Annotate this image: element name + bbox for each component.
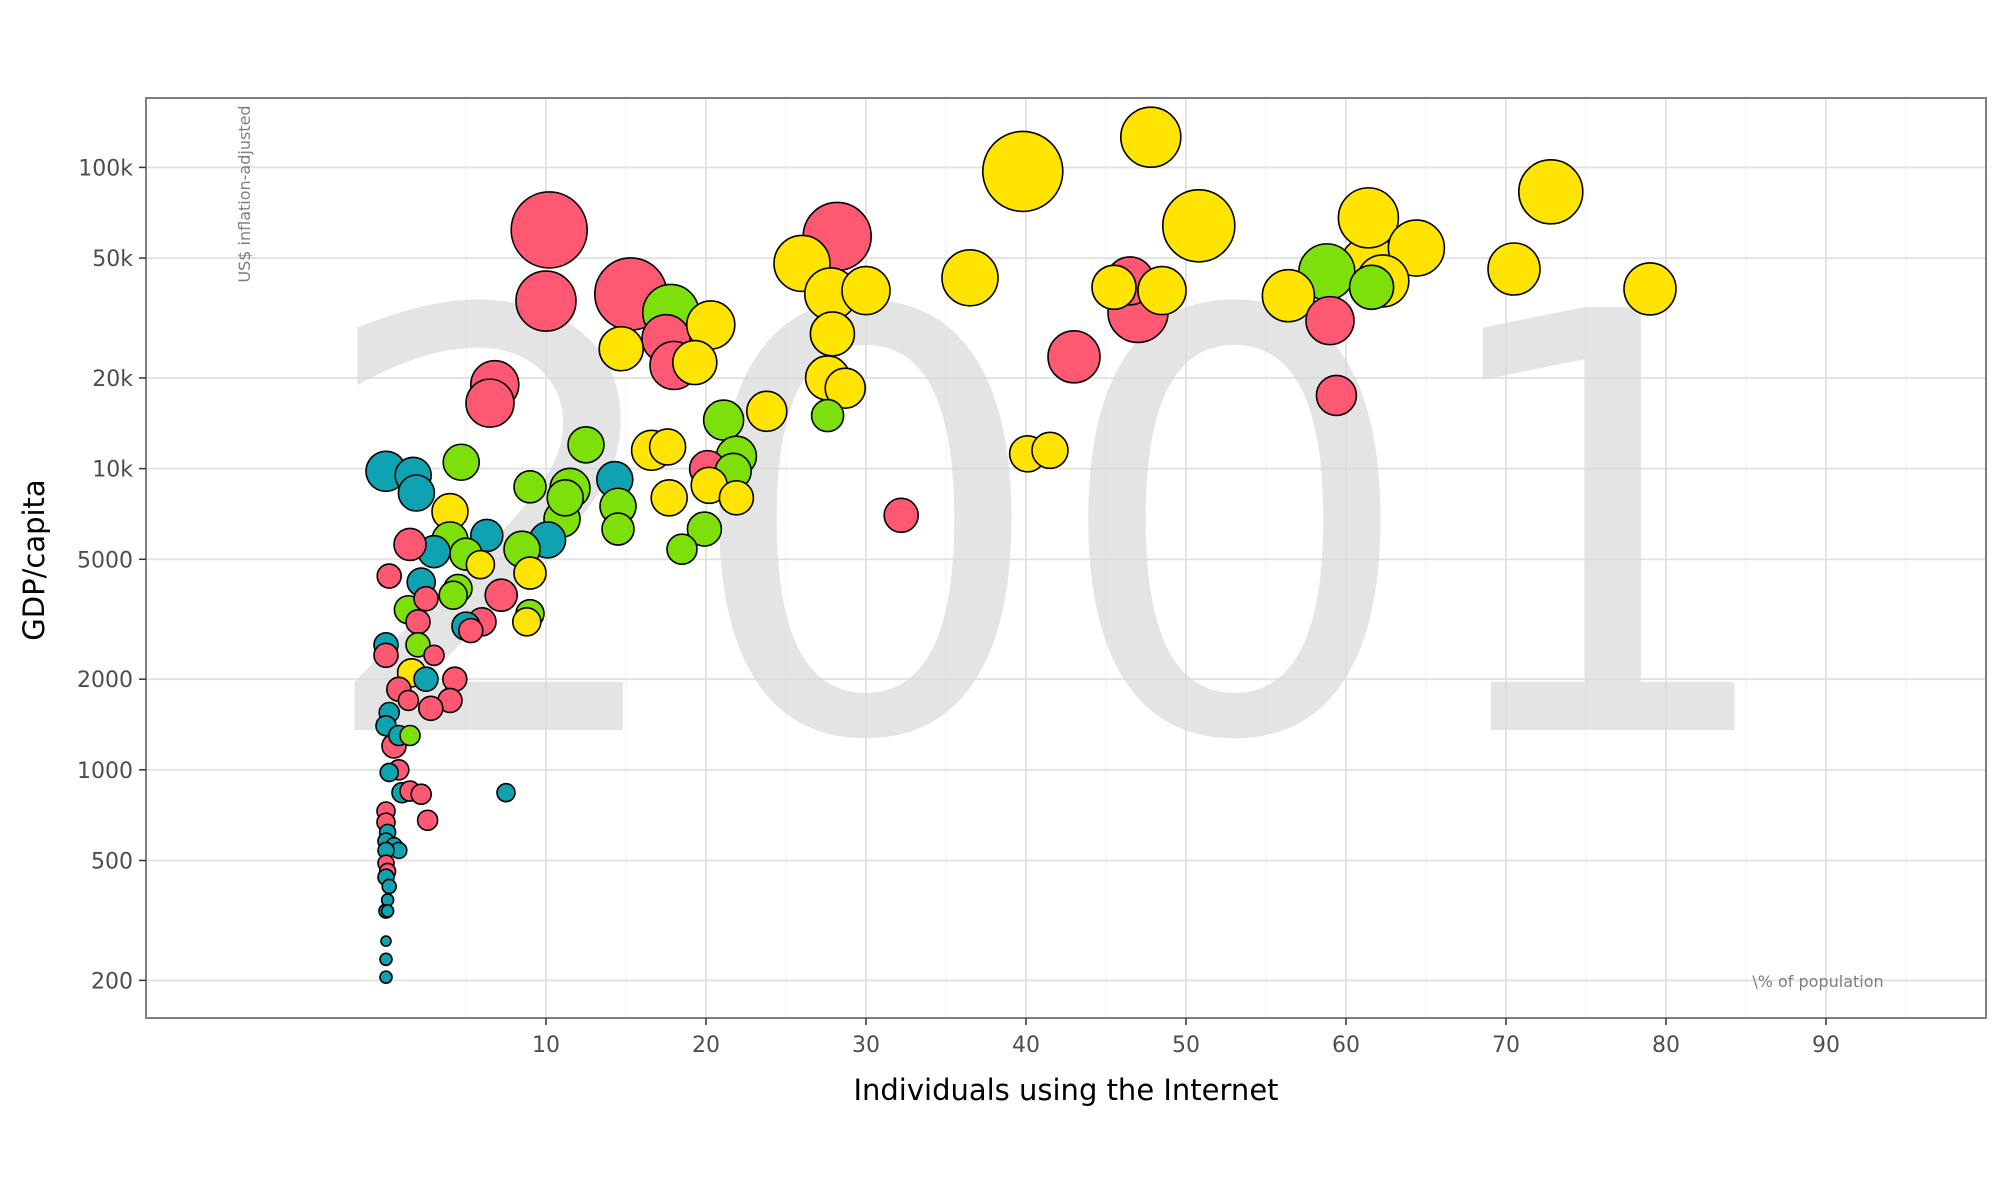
bubble-point <box>567 425 605 464</box>
x-tick-label: 80 <box>1652 1033 1680 1058</box>
bubble-point <box>841 265 891 316</box>
bubble-point <box>1305 295 1355 346</box>
bubble-point <box>546 479 585 517</box>
bubble-point <box>515 270 577 332</box>
bubble-point <box>510 191 589 269</box>
bubble-point <box>379 952 393 967</box>
x-axis-title: Individuals using the Internet <box>853 1073 1278 1107</box>
bubble-point <box>399 724 421 747</box>
bubble-point <box>413 666 439 692</box>
bubble-point <box>381 878 398 895</box>
bubble-point <box>380 893 395 907</box>
bubble-point <box>1315 374 1358 417</box>
x-tick-label: 60 <box>1332 1033 1360 1058</box>
y-unit-note: US$ inflation-adjusted <box>235 105 254 282</box>
bubble-point <box>379 762 400 783</box>
bubble-point <box>686 511 723 547</box>
bubble-point <box>824 367 867 409</box>
bubble-point <box>379 970 393 984</box>
bubble-point <box>702 399 745 441</box>
bubble-point <box>671 339 718 386</box>
bubble-point <box>1337 187 1400 249</box>
y-tick-label: 500 <box>91 850 133 875</box>
bubble-point <box>496 782 516 803</box>
bubble-point <box>405 632 431 658</box>
x-tick-label: 70 <box>1492 1033 1520 1058</box>
bubble-point <box>1623 262 1677 316</box>
x-unit-note: \% of population <box>1752 972 1883 991</box>
y-tick-label: 50k <box>92 247 133 272</box>
y-tick-label: 200 <box>91 969 133 994</box>
bubble-point <box>1518 158 1584 225</box>
bubble-point <box>1120 106 1182 168</box>
y-tick-label: 10k <box>92 458 133 483</box>
bubble-point <box>397 474 436 512</box>
bubble-point <box>745 390 788 433</box>
bubble-point <box>465 378 515 428</box>
bubble-point <box>1348 264 1395 311</box>
x-tick-label: 40 <box>1012 1033 1040 1058</box>
bubble-point <box>511 607 542 637</box>
bubble-point <box>465 549 496 580</box>
bubble-point <box>1162 188 1236 263</box>
bubble-point <box>416 809 439 832</box>
y-axis-ticks: 200 500 1000 2000 5000 10k 20k 50k 100k <box>77 156 146 994</box>
bubble-point <box>1487 242 1541 296</box>
y-tick-label: 20k <box>92 367 133 392</box>
bubble-point <box>981 130 1064 213</box>
bubble-point <box>1387 219 1446 277</box>
bubble-point <box>441 666 468 692</box>
bubble-point <box>417 695 444 722</box>
x-tick-label: 90 <box>1812 1033 1840 1058</box>
bubble-point <box>405 609 431 635</box>
y-tick-label: 5000 <box>77 548 133 573</box>
bubble-point <box>1261 268 1316 323</box>
bubble-point <box>648 428 687 466</box>
bubble-point <box>393 527 427 562</box>
bubble-point <box>1091 264 1137 311</box>
plot-panel-border <box>145 97 1987 1019</box>
x-tick-label: 20 <box>692 1033 720 1058</box>
bubble-point <box>601 512 635 546</box>
y-axis-title: GDP/capita <box>17 479 51 640</box>
bubble-point <box>380 904 395 918</box>
bubble-point <box>809 311 856 357</box>
y-tick-label: 100k <box>78 156 133 181</box>
bubble-point <box>413 585 439 612</box>
bubble-point <box>810 398 845 433</box>
bubble-point <box>442 443 481 482</box>
y-tick-label: 1000 <box>77 759 133 784</box>
bubble-point <box>484 578 519 612</box>
bubble-point <box>380 935 392 947</box>
bubble-point <box>376 563 403 589</box>
bubble-point <box>1137 265 1187 316</box>
bubble-point <box>598 325 645 372</box>
bubble-point <box>1047 330 1101 384</box>
bubble-point <box>1031 431 1069 470</box>
bubble-point <box>397 689 420 712</box>
x-tick-label: 30 <box>852 1033 880 1058</box>
x-tick-label: 10 <box>532 1033 560 1058</box>
bubble-point <box>438 580 469 610</box>
y-tick-label: 2000 <box>77 668 133 693</box>
bubble-point <box>513 470 547 504</box>
bubble-point <box>457 617 484 644</box>
bubble-point <box>410 783 433 806</box>
bubble-point <box>373 642 399 669</box>
bubble-point <box>423 644 445 667</box>
bubble-point <box>883 497 920 534</box>
bubble-point <box>718 480 755 516</box>
bubble-point <box>650 479 689 517</box>
bubble-point <box>941 249 999 307</box>
bubble-point <box>666 533 698 566</box>
x-axis-ticks: 10 20 30 40 50 60 70 80 90 <box>532 1018 1840 1058</box>
data-points <box>365 106 1677 984</box>
x-tick-label: 50 <box>1172 1033 1200 1058</box>
bubble-point <box>513 556 547 590</box>
